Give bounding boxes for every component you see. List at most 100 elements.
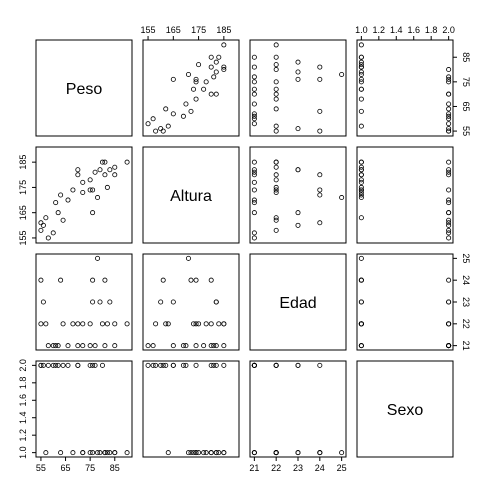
point-peso-vs-edad [273,128,279,134]
point-edad-vs-altura [193,343,199,349]
point-sexo-vs-peso [107,450,113,456]
point-sexo-vs-peso [102,450,108,456]
point-sexo-vs-peso [53,362,59,368]
point-peso-vs-sexo [358,42,364,48]
point-edad-vs-peso [55,343,61,349]
point-altura-vs-peso [80,179,86,185]
point-altura-vs-edad [339,195,345,201]
point-peso-vs-altura [208,54,214,60]
point-sexo-vs-altura [150,362,156,368]
point-peso-vs-edad [295,59,301,65]
point-altura-vs-edad [251,167,257,173]
point-peso-vs-altura [185,71,191,77]
variable-label-altura: Altura [170,188,212,205]
x-tick-label-sexo: 2.0 [442,25,455,35]
point-peso-vs-edad [339,71,345,77]
point-edad-vs-sexo [446,299,452,305]
point-altura-vs-peso [80,189,86,195]
point-edad-vs-altura [191,321,197,327]
point-edad-vs-peso [124,321,130,327]
point-peso-vs-sexo [446,91,452,97]
point-altura-vs-peso [112,172,118,178]
x-tick-label-peso: 75 [85,463,95,473]
point-peso-vs-altura [221,67,227,73]
x-tick-label-peso: 65 [61,463,71,473]
point-altura-vs-edad [251,187,257,193]
point-peso-vs-altura [213,91,219,97]
point-sexo-vs-peso [99,362,105,368]
point-sexo-vs-peso [87,362,93,368]
point-peso-vs-sexo [358,76,364,82]
point-edad-vs-altura [211,343,217,349]
point-edad-vs-altura [208,277,214,283]
point-altura-vs-edad [317,187,323,193]
point-altura-vs-sexo [358,192,364,198]
point-peso-vs-edad [317,76,323,82]
point-sexo-vs-altura [208,450,214,456]
x-tick-label-edad: 25 [337,463,347,473]
point-altura-vs-peso [53,200,59,206]
point-peso-vs-edad [251,54,257,60]
x-tick-label-altura: 155 [141,25,156,35]
point-edad-vs-peso [53,343,59,349]
point-altura-vs-edad [251,197,257,203]
point-peso-vs-edad [251,64,257,70]
point-edad-vs-altura [170,343,176,349]
point-edad-vs-peso [60,321,66,327]
point-peso-vs-edad [273,62,279,68]
point-altura-vs-peso [38,227,44,233]
point-edad-vs-peso [43,321,49,327]
point-peso-vs-sexo [446,106,452,112]
panel-altura-vs-edad [249,146,347,244]
point-altura-vs-edad [273,215,279,221]
point-peso-vs-edad [273,86,279,92]
point-sexo-vs-altura [201,450,207,456]
point-peso-vs-altura [211,74,217,80]
point-altura-vs-edad [251,172,257,178]
x-tick-label-edad: 22 [271,463,281,473]
point-altura-vs-edad [295,210,301,216]
variable-label-peso: Peso [66,81,103,98]
point-altura-vs-edad [273,177,279,183]
point-sexo-vs-altura [211,362,217,368]
y-tick-label-edad: 25 [461,253,471,263]
point-peso-vs-sexo [446,128,452,134]
point-sexo-vs-edad [295,362,301,368]
point-altura-vs-sexo [358,184,364,190]
point-altura-vs-sexo [446,200,452,206]
y-tick-label-peso: 75 [461,77,471,87]
point-peso-vs-edad [295,126,301,132]
point-peso-vs-sexo [446,116,452,122]
point-edad-vs-sexo [358,321,364,327]
point-peso-vs-sexo [446,113,452,119]
point-altura-vs-peso [45,235,51,241]
variable-label-sexo: Sexo [387,402,424,419]
point-altura-vs-edad [273,172,279,178]
y-tick-label-sexo: 1.4 [18,411,28,424]
point-edad-vs-altura [158,299,164,305]
point-edad-vs-altura [180,343,186,349]
point-sexo-vs-peso [124,450,130,456]
point-edad-vs-peso [38,277,44,283]
x-tick-label-peso: 55 [36,463,46,473]
panel-peso-vs-altura [142,39,240,137]
y-tick-label-peso: 85 [461,52,471,62]
point-sexo-vs-peso [70,450,76,456]
panel-altura-vs-altura [142,146,240,244]
point-edad-vs-peso [75,321,81,327]
point-edad-vs-peso [97,299,103,305]
point-edad-vs-altura [196,321,202,327]
point-edad-vs-altura [213,299,219,305]
point-altura-vs-edad [273,159,279,165]
point-sexo-vs-altura [180,362,186,368]
point-sexo-vs-edad [317,362,323,368]
point-altura-vs-sexo [446,227,452,233]
point-sexo-vs-altura [158,362,164,368]
point-edad-vs-sexo [358,277,364,283]
y-tick-label-sexo: 2.0 [18,359,28,372]
point-edad-vs-peso [87,343,93,349]
point-peso-vs-altura [221,64,227,70]
point-edad-vs-altura [153,321,159,327]
point-sexo-vs-altura [191,450,197,456]
point-altura-vs-peso [65,197,71,203]
